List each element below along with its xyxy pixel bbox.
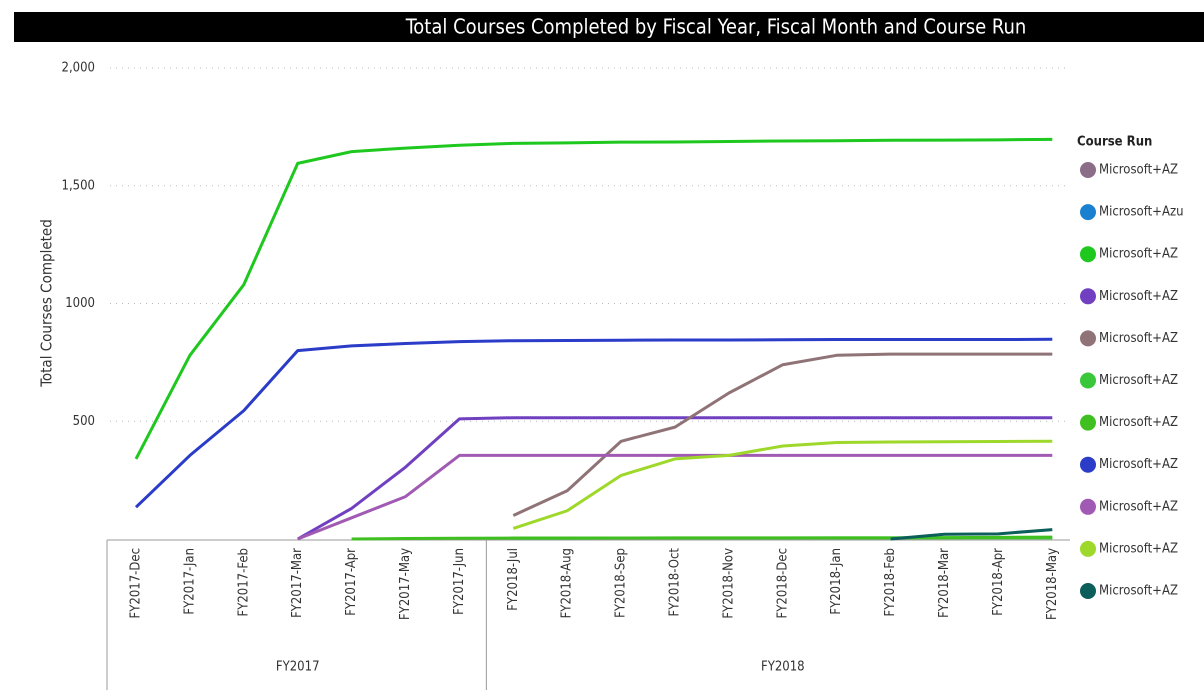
legend-swatch: [1080, 162, 1096, 178]
group-label: FY2018: [761, 660, 805, 675]
legend-label: Microsoft+AZ: [1099, 415, 1178, 430]
series-line: [298, 455, 1053, 539]
legend-label: Microsoft+AZ: [1099, 289, 1178, 304]
legend-swatch: [1080, 499, 1096, 515]
x-tick-label: FY2017-May: [398, 548, 413, 620]
x-tick-label: FY2017-Feb: [236, 548, 251, 617]
x-tick-label: FY2018-Feb: [883, 548, 898, 617]
x-tick-label: FY2018-Jan: [829, 548, 844, 615]
x-tick-label: FY2017-Apr: [344, 548, 359, 616]
legend-label: Microsoft+AZ: [1099, 584, 1178, 599]
x-tick-label: FY2018-Aug: [560, 548, 575, 618]
x-tick-label: FY2018-Apr: [991, 548, 1006, 616]
legend-swatch: [1080, 457, 1096, 473]
legend-swatch: [1080, 330, 1096, 346]
group-label: FY2017: [276, 660, 320, 675]
x-tick-label: FY2018-May: [1045, 548, 1060, 620]
x-tick-label: FY2017-Jan: [182, 548, 197, 615]
series-line: [136, 139, 1052, 459]
legend-swatch: [1080, 204, 1096, 220]
x-tick-label: FY2018-Sep: [614, 548, 629, 618]
legend-swatch: [1080, 288, 1096, 304]
series-line: [136, 339, 1052, 507]
series-line: [513, 354, 1052, 515]
x-tick-label: FY2018-Dec: [775, 548, 790, 618]
x-tick-label: FY2017-Jun: [452, 548, 467, 615]
legend-swatch: [1080, 246, 1096, 262]
x-tick-label: FY2017-Dec: [129, 548, 144, 618]
x-tick-label: FY2018-Oct: [668, 548, 683, 617]
legend-title: Course Run: [1077, 135, 1152, 150]
x-tick-label: FY2018-Jul: [506, 548, 521, 611]
legend-swatch: [1080, 373, 1096, 389]
y-tick-label: 2,000: [62, 61, 95, 76]
y-tick-label: 1,500: [62, 178, 95, 193]
legend-label: Microsoft+AZ: [1099, 163, 1178, 178]
chart-title: Total Courses Completed by Fiscal Year, …: [405, 15, 1027, 39]
legend-label: Microsoft+AZ: [1099, 499, 1178, 514]
series-line: [352, 537, 1053, 539]
x-tick-label: FY2018-Nov: [721, 548, 736, 619]
legend-label: Microsoft+AZ: [1099, 331, 1178, 346]
x-tick-label: FY2018-Mar: [937, 548, 952, 618]
y-tick-label: 500: [73, 414, 95, 429]
legend-label: Microsoft+Azu: [1099, 205, 1184, 220]
y-axis-label: Total Courses Completed: [38, 219, 56, 388]
series-line: [298, 418, 1053, 539]
legend-swatch: [1080, 541, 1096, 557]
x-tick-label: FY2017-Mar: [290, 548, 305, 618]
legend-label: Microsoft+AZ: [1099, 247, 1178, 262]
legend-label: Microsoft+AZ: [1099, 373, 1178, 388]
y-tick-label: 1000: [65, 296, 95, 311]
legend-label: Microsoft+AZ: [1099, 541, 1178, 556]
legend-swatch: [1080, 415, 1096, 431]
legend-swatch: [1080, 583, 1096, 599]
legend-label: Microsoft+AZ: [1099, 457, 1178, 472]
